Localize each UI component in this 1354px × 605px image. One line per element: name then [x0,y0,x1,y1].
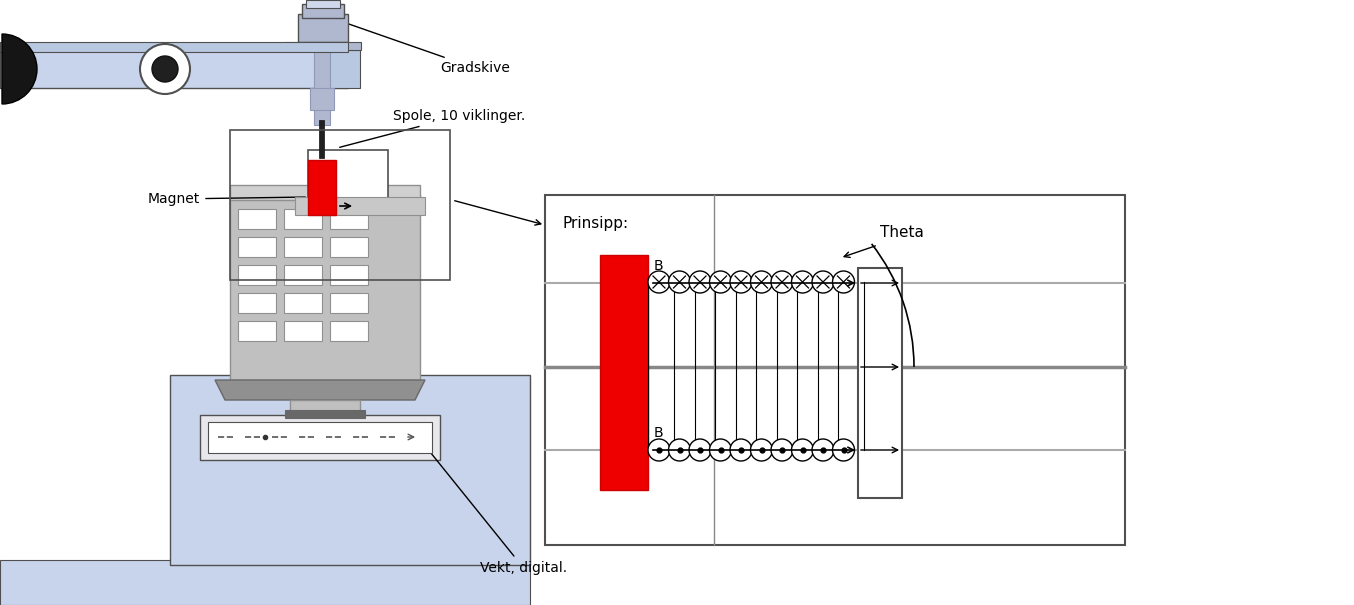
Text: Gradskive: Gradskive [325,16,510,75]
Circle shape [669,271,691,293]
Bar [284,410,366,418]
Circle shape [649,439,670,461]
Bar [328,50,360,88]
Circle shape [833,439,854,461]
Bar [858,268,902,498]
Bar [238,293,276,313]
Polygon shape [215,380,425,400]
Circle shape [750,271,773,293]
Circle shape [152,56,177,82]
Bar [330,265,368,285]
Bar [238,237,276,257]
Bar [284,42,362,50]
Circle shape [709,439,731,461]
Bar [238,209,276,229]
Bar [307,150,389,200]
Circle shape [770,439,793,461]
Bar [230,130,450,280]
Bar [330,209,368,229]
Bar [230,195,420,380]
Bar [310,88,334,110]
Text: Vekt, digital.: Vekt, digital. [420,439,567,575]
Bar [284,265,322,285]
Circle shape [689,439,711,461]
Bar [330,321,368,341]
Bar [284,321,322,341]
Bar [200,415,440,460]
Bar [0,42,348,52]
Circle shape [792,439,814,461]
Text: Spole, 10 viklinger.: Spole, 10 viklinger. [340,109,525,147]
Circle shape [812,271,834,293]
Circle shape [812,439,834,461]
Circle shape [649,271,670,293]
Circle shape [770,271,793,293]
Bar [230,185,420,200]
Wedge shape [1,34,37,104]
Bar [171,375,529,565]
Bar [546,195,1125,545]
Circle shape [709,271,731,293]
Circle shape [669,439,691,461]
Text: B: B [654,426,663,440]
Bar [320,120,324,158]
Circle shape [750,439,773,461]
Bar [238,265,276,285]
Circle shape [730,439,751,461]
Bar [290,400,360,415]
Bar [238,321,276,341]
Bar [295,197,425,215]
Text: Theta: Theta [880,225,923,240]
Bar [314,40,330,125]
Bar [0,50,348,88]
Bar [600,255,649,490]
Bar [284,209,322,229]
Bar [0,560,529,605]
Bar [330,293,368,313]
Circle shape [139,44,190,94]
Circle shape [833,271,854,293]
Bar [307,160,336,215]
Text: B: B [654,259,663,273]
Bar [209,422,432,453]
Bar [298,14,348,42]
Text: Prinsipp:: Prinsipp: [562,216,628,231]
Circle shape [730,271,751,293]
Circle shape [689,271,711,293]
Bar [302,4,344,18]
Circle shape [792,271,814,293]
Bar [284,237,322,257]
Bar [284,293,322,313]
Bar [306,0,340,8]
Bar [330,237,368,257]
Text: Magnet: Magnet [148,192,305,206]
